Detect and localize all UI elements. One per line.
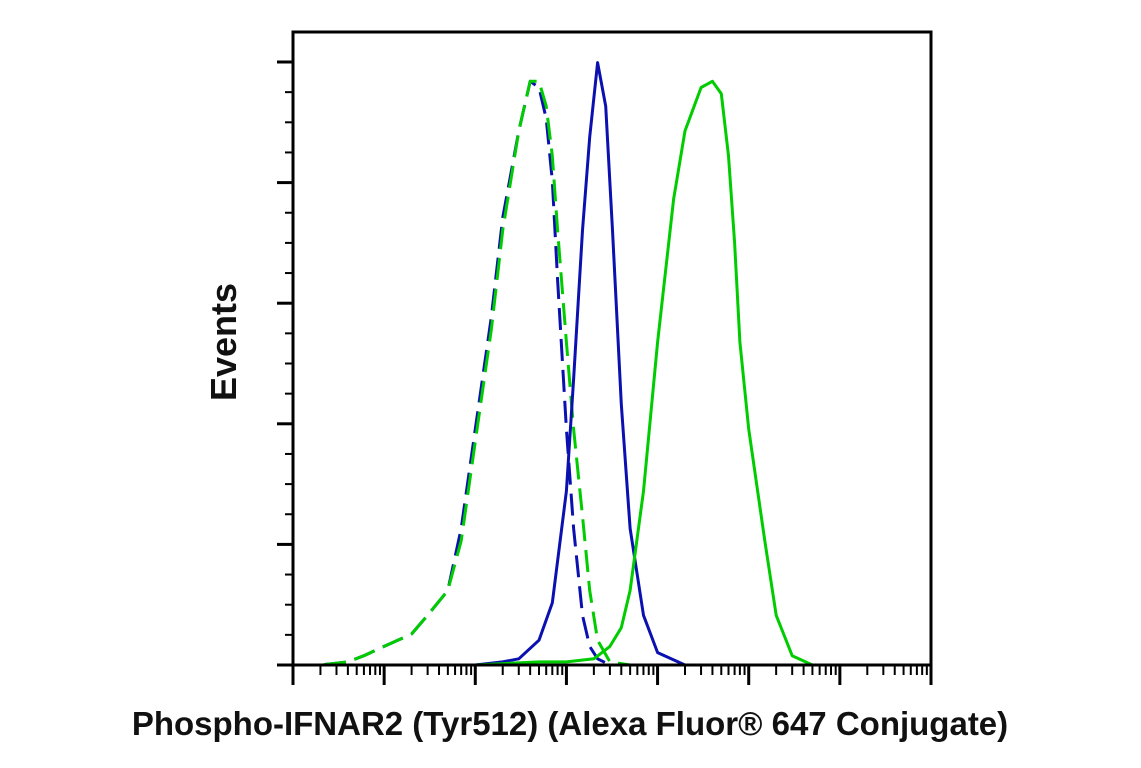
series-line-4 bbox=[293, 79, 931, 667]
series-line-2 bbox=[293, 79, 931, 667]
y-axis-ticks bbox=[277, 60, 293, 667]
plot-series bbox=[293, 61, 931, 667]
x-axis-ticks bbox=[291, 665, 933, 685]
series-line-1 bbox=[293, 79, 931, 667]
x-axis-title: Phospho-IFNAR2 (Tyr512) (Alexa Fluor® 64… bbox=[132, 705, 1008, 742]
series-line-3 bbox=[293, 61, 931, 667]
plot-frame bbox=[291, 30, 933, 667]
y-axis-title: Events bbox=[203, 283, 244, 401]
